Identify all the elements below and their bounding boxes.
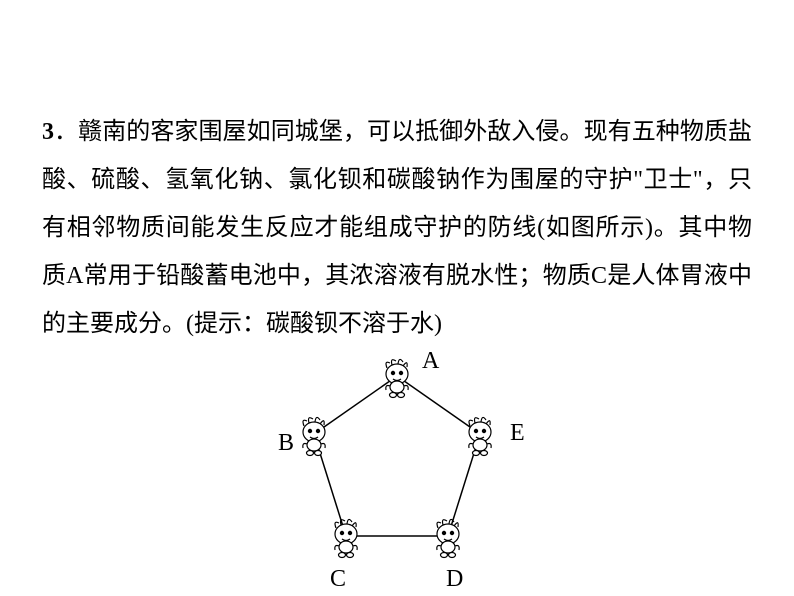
pentagon-diagram: AEDCB [242, 348, 552, 588]
label-C: C [330, 566, 346, 593]
label-A: A [422, 348, 439, 375]
node-D [424, 512, 472, 560]
node-A [373, 352, 421, 400]
guardian-icon [322, 512, 370, 560]
problem-number: 3 [42, 119, 54, 145]
problem-text: 3．赣南的客家围屋如同城堡，可以抵御外敌入侵。现有五种物质盐酸、硫酸、氢氧化钠、… [42, 108, 752, 348]
node-E [456, 410, 504, 458]
guardian-icon [373, 352, 421, 400]
node-B [290, 410, 338, 458]
guardian-icon [424, 512, 472, 560]
guardian-icon [456, 410, 504, 458]
guardian-icon [290, 410, 338, 458]
node-C [322, 512, 370, 560]
problem-body: ．赣南的客家围屋如同城堡，可以抵御外敌入侵。现有五种物质盐酸、硫酸、氢氧化钠、氯… [42, 119, 752, 337]
label-B: B [278, 430, 294, 457]
label-D: D [446, 566, 463, 593]
label-E: E [510, 420, 525, 447]
